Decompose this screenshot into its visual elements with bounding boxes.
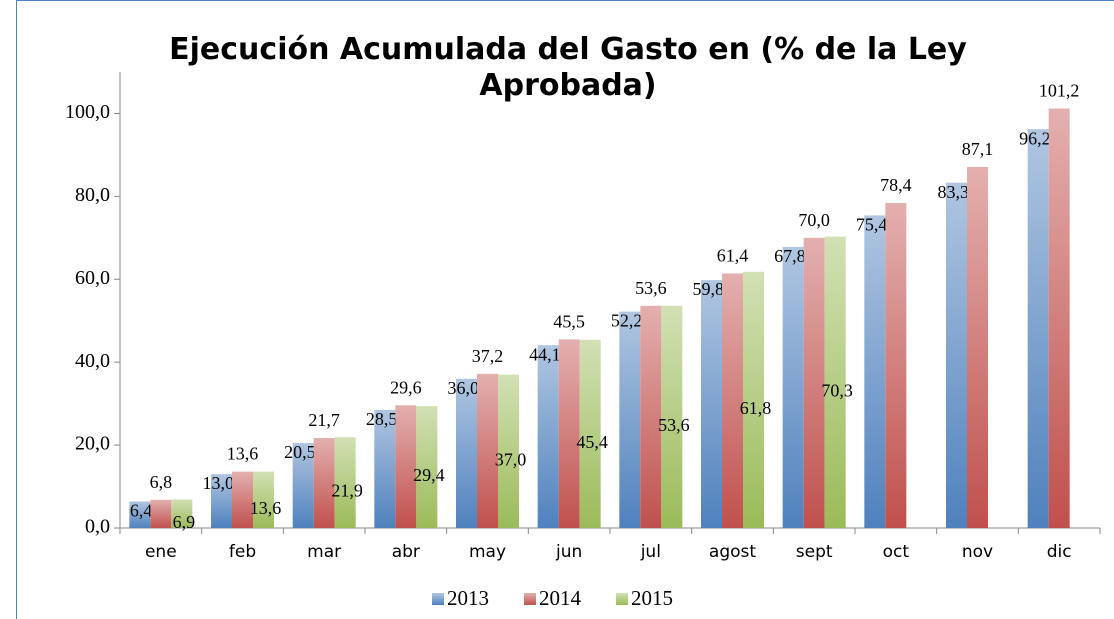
bar — [885, 202, 907, 528]
data-label: 45,4 — [576, 432, 608, 452]
x-tick-label: jun — [555, 542, 582, 562]
data-label: 13,6 — [250, 498, 282, 518]
data-label: 29,6 — [390, 377, 422, 397]
x-tick-label: ene — [145, 542, 177, 562]
data-label: 87,1 — [962, 139, 994, 159]
bar — [579, 339, 601, 528]
data-label: 53,6 — [635, 278, 667, 298]
bar — [619, 311, 641, 528]
bar — [1048, 108, 1070, 528]
data-label: 59,8 — [693, 279, 725, 299]
bar — [1027, 129, 1049, 528]
data-label: 37,2 — [472, 346, 504, 366]
bar — [640, 305, 662, 528]
x-tick-label: sept — [796, 542, 833, 562]
bar — [253, 471, 274, 528]
data-label: 6,9 — [173, 512, 196, 532]
data-label: 21,7 — [308, 410, 340, 430]
data-label: 44,1 — [529, 344, 561, 364]
bar — [477, 373, 498, 528]
chart-title: Ejecución Acumulada del Gasto en (% de l… — [169, 32, 967, 103]
data-label: 101,2 — [1039, 81, 1080, 101]
x-tick-label: oct — [883, 542, 910, 562]
bar — [313, 438, 335, 528]
bar — [498, 374, 519, 528]
legend-label: 2013 — [447, 586, 489, 610]
x-tick-label: jul — [640, 542, 661, 562]
bar — [558, 339, 580, 528]
legend-label: 2014 — [539, 586, 582, 610]
legend-swatch — [524, 593, 536, 605]
bar — [701, 280, 722, 528]
bar — [661, 305, 683, 528]
bar — [864, 215, 886, 528]
data-label: 29,4 — [413, 465, 445, 485]
data-label: 70,3 — [821, 380, 853, 400]
bar — [722, 273, 743, 528]
data-label: 13,0 — [203, 473, 235, 493]
bar — [171, 499, 193, 528]
bar — [782, 246, 804, 529]
data-label: 78,4 — [880, 175, 912, 195]
x-tick-label: nov — [962, 542, 993, 562]
x-tick-label: abr — [392, 542, 420, 562]
y-tick-label: 20,0 — [75, 433, 110, 455]
x-tick-label: agost — [709, 542, 756, 562]
y-tick-label: 80,0 — [75, 184, 110, 206]
data-label: 96,2 — [1019, 128, 1051, 148]
bar — [537, 345, 559, 528]
x-tick-label: mar — [307, 542, 341, 562]
data-label: 83,3 — [938, 182, 970, 202]
data-label: 70,0 — [798, 210, 830, 230]
bar — [456, 378, 477, 528]
bar — [292, 443, 314, 528]
y-tick-label: 60,0 — [75, 267, 110, 289]
bar — [395, 405, 417, 528]
x-tick-label: dic — [1047, 542, 1072, 562]
bar — [967, 166, 988, 528]
data-label: 20,5 — [284, 442, 316, 462]
x-tick-label: may — [469, 542, 506, 562]
bar — [743, 271, 764, 528]
bar — [946, 182, 967, 528]
legend-label: 2015 — [631, 586, 673, 610]
bar — [374, 409, 396, 528]
data-label: 67,8 — [774, 246, 806, 266]
data-label: 6,4 — [130, 501, 153, 521]
legend-swatch — [616, 593, 628, 605]
data-label: 28,5 — [366, 409, 398, 429]
data-label: 61,4 — [717, 246, 749, 266]
bar — [824, 236, 846, 529]
bar — [129, 501, 151, 528]
data-label: 36,0 — [448, 378, 480, 398]
bar — [150, 499, 172, 528]
data-label: 61,8 — [740, 398, 772, 418]
data-label: 37,0 — [495, 449, 527, 469]
data-label: 6,8 — [150, 472, 173, 492]
y-tick-label: 100,0 — [65, 101, 110, 123]
data-label: 75,4 — [856, 215, 888, 235]
data-label: 45,5 — [553, 312, 585, 332]
y-tick-label: 40,0 — [75, 350, 110, 372]
data-label: 53,6 — [658, 415, 690, 435]
x-tick-label: feb — [229, 542, 256, 562]
data-label: 21,9 — [331, 481, 363, 501]
data-label: 13,6 — [227, 444, 259, 464]
bar — [803, 237, 825, 528]
data-label: 52,2 — [611, 311, 643, 331]
bar — [416, 406, 438, 528]
y-tick-label: 0,0 — [85, 516, 110, 538]
bar — [211, 474, 232, 528]
legend-swatch — [432, 593, 444, 605]
bar — [334, 437, 356, 528]
bar — [232, 471, 253, 528]
